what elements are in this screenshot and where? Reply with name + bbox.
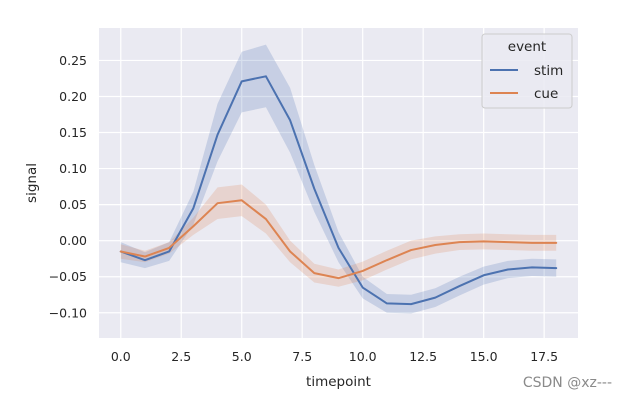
- y-tick-label: −0.10: [49, 305, 87, 320]
- x-axis-label: timepoint: [306, 374, 371, 390]
- legend-title: event: [508, 39, 546, 55]
- y-tick-labels: −0.10 −0.05 0.00 0.05 0.10 0.15 0.20 0.25: [49, 53, 87, 320]
- x-tick-label: 0.0: [111, 349, 131, 364]
- series-line-stim: [119, 75, 558, 306]
- legend: event stim cue: [481, 33, 573, 109]
- y-tick-label: 0.05: [59, 197, 87, 212]
- legend-label-cue: cue: [534, 86, 558, 102]
- x-tick-label: 10.0: [349, 349, 377, 364]
- y-tick-label: −0.05: [49, 269, 87, 284]
- confidence-bands: [120, 44, 557, 314]
- x-tick-label: 7.5: [292, 349, 312, 364]
- y-tick-label: 0.20: [59, 89, 87, 104]
- x-tick-label: 17.5: [530, 349, 558, 364]
- x-tick-label: 5.0: [232, 349, 252, 364]
- x-tick-label: 15.0: [470, 349, 498, 364]
- ci-band-stim: [120, 44, 557, 314]
- series-lines: [119, 75, 558, 306]
- watermark: CSDN @xz---: [522, 375, 612, 391]
- x-tick-label: 2.5: [171, 349, 191, 364]
- y-tick-label: 0.10: [59, 161, 87, 176]
- x-tick-labels: 0.0 2.5 5.0 7.5 10.0 12.5 15.0 17.5: [111, 349, 558, 364]
- y-tick-label: 0.00: [59, 233, 87, 248]
- x-tick-label: 12.5: [409, 349, 437, 364]
- legend-label-stim: stim: [534, 63, 563, 79]
- series-line-cue: [119, 199, 558, 280]
- ci-band-cue: [120, 184, 557, 287]
- y-axis-label: signal: [24, 163, 40, 203]
- y-tick-label: 0.25: [59, 53, 87, 68]
- legend-box: [481, 33, 573, 109]
- y-tick-label: 0.15: [59, 125, 87, 140]
